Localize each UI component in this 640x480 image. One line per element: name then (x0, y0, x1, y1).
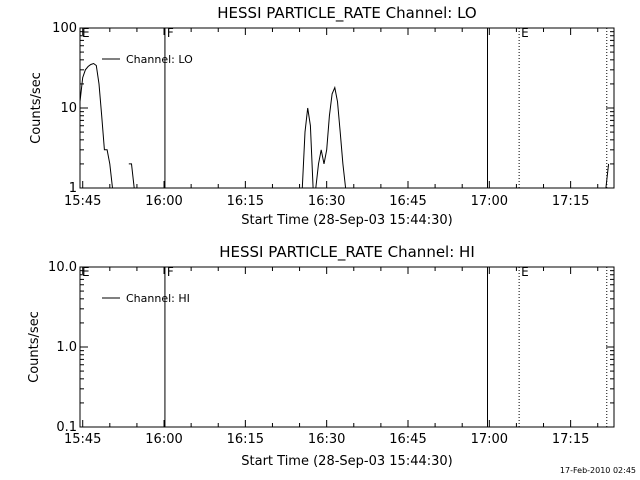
flag-label: E (521, 265, 529, 279)
y-tick-label: 100 (52, 21, 77, 36)
legend-entry: Channel: HI (126, 292, 190, 305)
y-axis-label: Counts/sec (27, 311, 42, 383)
plot-frame (79, 266, 615, 428)
series-line (80, 62, 610, 188)
chart-title: HESSI PARTICLE_RATE Channel: LO (217, 4, 476, 23)
x-tick-label: 16:30 (308, 432, 345, 447)
x-tick-label: 16:45 (389, 432, 426, 447)
x-axis-label: Start Time (28-Sep-03 15:44:30) (241, 454, 452, 469)
x-tick-label: 17:15 (552, 194, 589, 209)
x-tick-label: 16:00 (145, 194, 182, 209)
y-tick-label: 10.0 (48, 260, 77, 275)
chart-title: HESSI PARTICLE_RATE Channel: HI (219, 243, 475, 262)
plot-frame (79, 27, 615, 189)
x-tick-label: 16:30 (308, 194, 345, 209)
x-tick-label: 17:00 (471, 432, 508, 447)
y-tick-label: 1.0 (56, 340, 77, 355)
chart-panel-hi: HESSI PARTICLE_RATE Channel: HI 15:45 16:0… (27, 243, 615, 469)
x-tick-label: 16:00 (145, 432, 182, 447)
legend-entry: Channel: LO (126, 53, 193, 66)
x-axis-label: Start Time (28-Sep-03 15:44:30) (241, 213, 452, 228)
y-tick-label: 0.1 (56, 420, 77, 435)
flag-label: F (167, 26, 174, 40)
x-tick-label: 15:45 (64, 194, 101, 209)
y-tick-label: 1 (69, 181, 77, 196)
footer-timestamp: 17-Feb-2010 02:45 (560, 466, 636, 475)
y-axis-label: Counts/sec (29, 72, 44, 144)
flag-label: E (82, 26, 90, 40)
y-tick-label: 10 (60, 101, 77, 116)
x-tick-label: 16:15 (227, 194, 264, 209)
x-tick-label: 16:15 (227, 432, 264, 447)
x-tick-label: 15:45 (64, 432, 101, 447)
x-tick-label: 17:00 (471, 194, 508, 209)
flag-label: E (521, 26, 529, 40)
chart-panel-lo: HESSI PARTICLE_RATE Channel: LO 15:45 16:0… (29, 4, 615, 228)
flag-label: F (167, 265, 174, 279)
x-tick-label: 17:15 (552, 432, 589, 447)
flag-label: E (82, 265, 90, 279)
x-tick-label: 16:45 (389, 194, 426, 209)
